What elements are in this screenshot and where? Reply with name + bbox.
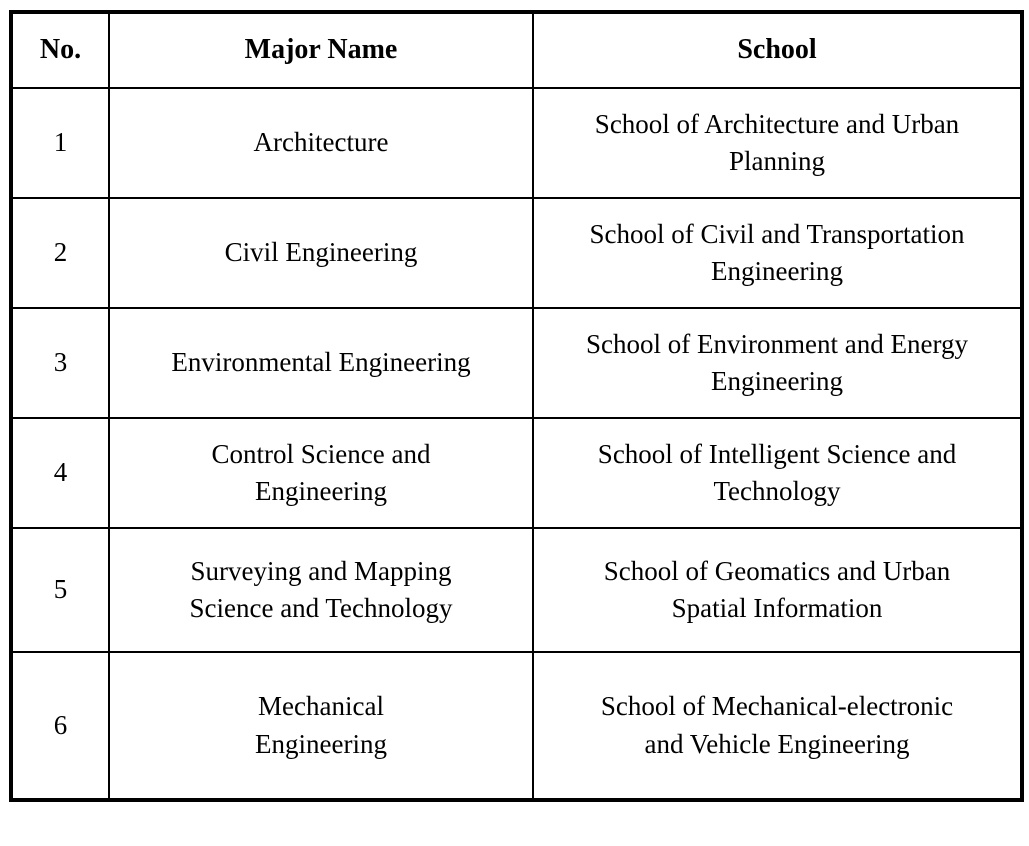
cell-school: School of Mechanical-electronic and Vehi… [532, 651, 1023, 801]
cell-no: 3 [10, 307, 110, 419]
table-row: 1 Architecture School of Architecture an… [10, 87, 1023, 199]
cell-no: 1 [10, 87, 110, 199]
cell-school: School of Environment and Energy Enginee… [532, 307, 1023, 419]
cell-school: School of Geomatics and Urban Spatial In… [532, 527, 1023, 653]
cell-school: School of Intelligent Science and Techno… [532, 417, 1023, 529]
table-row: 6 Mechanical Engineering School of Mecha… [10, 651, 1023, 801]
cell-major-name: Civil Engineering [108, 197, 534, 309]
header-no: No. [10, 11, 110, 89]
cell-major-name: Control Science and Engineering [108, 417, 534, 529]
table-row: 3 Environmental Engineering School of En… [10, 307, 1023, 419]
cell-major-name: Mechanical Engineering [108, 651, 534, 801]
table-row: 4 Control Science and Engineering School… [10, 417, 1023, 529]
table-header-row: No. Major Name School [10, 11, 1023, 89]
cell-no: 4 [10, 417, 110, 529]
cell-school: School of Architecture and Urban Plannin… [532, 87, 1023, 199]
cell-school: School of Civil and Transportation Engin… [532, 197, 1023, 309]
header-major-name: Major Name [108, 11, 534, 89]
cell-no: 6 [10, 651, 110, 801]
table-row: 2 Civil Engineering School of Civil and … [10, 197, 1023, 309]
cell-major-name: Surveying and Mapping Science and Techno… [108, 527, 534, 653]
cell-no: 2 [10, 197, 110, 309]
header-school: School [532, 11, 1023, 89]
table-row: 5 Surveying and Mapping Science and Tech… [10, 527, 1023, 653]
cell-major-name: Environmental Engineering [108, 307, 534, 419]
cell-major-name: Architecture [108, 87, 534, 199]
majors-table: No. Major Name School 1 Architecture Sch… [9, 10, 1024, 802]
cell-no: 5 [10, 527, 110, 653]
